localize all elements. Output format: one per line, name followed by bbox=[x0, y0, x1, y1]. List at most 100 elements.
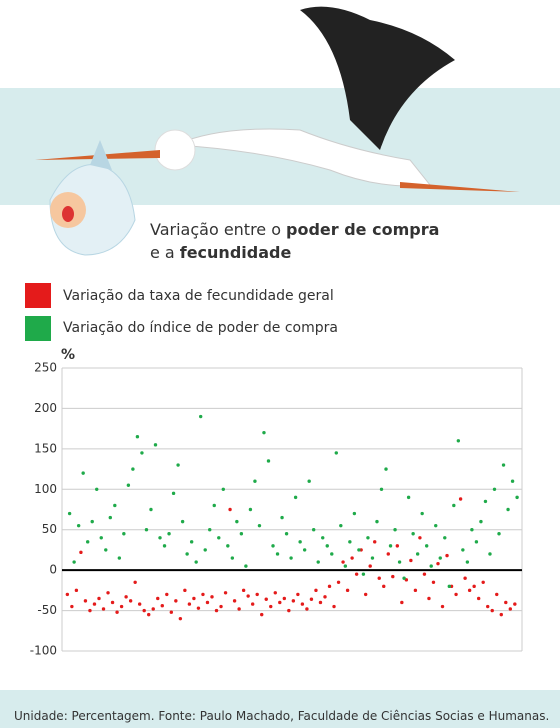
point bbox=[185, 552, 189, 556]
point bbox=[418, 536, 422, 540]
point bbox=[314, 588, 318, 593]
y-tick-label: -100 bbox=[30, 644, 57, 658]
point bbox=[443, 536, 447, 540]
point bbox=[415, 552, 420, 556]
point bbox=[440, 604, 445, 609]
point bbox=[106, 591, 110, 595]
point bbox=[508, 607, 513, 611]
point bbox=[237, 607, 241, 611]
y-tick-label: 200 bbox=[34, 401, 57, 415]
point bbox=[158, 536, 162, 540]
point bbox=[429, 564, 433, 568]
point bbox=[176, 463, 180, 467]
y-tick-label: 150 bbox=[34, 441, 57, 455]
point bbox=[488, 552, 492, 556]
point bbox=[217, 536, 221, 540]
point bbox=[85, 540, 90, 544]
point bbox=[361, 572, 366, 576]
point bbox=[300, 602, 305, 606]
point bbox=[506, 507, 510, 512]
point bbox=[311, 528, 316, 532]
point bbox=[92, 602, 97, 606]
point bbox=[223, 591, 228, 595]
point bbox=[144, 528, 149, 532]
point bbox=[228, 507, 232, 512]
point bbox=[341, 560, 345, 564]
point bbox=[330, 552, 334, 556]
y-tick-label: 0 bbox=[49, 563, 57, 577]
point bbox=[293, 495, 298, 500]
point bbox=[194, 560, 198, 564]
title-text: e a bbox=[150, 243, 175, 262]
chart: % -100 -50 0 50 100 150 200 250 bbox=[30, 347, 523, 658]
point bbox=[420, 511, 424, 516]
point bbox=[486, 604, 490, 609]
point bbox=[203, 548, 207, 552]
point bbox=[264, 597, 268, 601]
point bbox=[142, 608, 146, 613]
point bbox=[192, 596, 196, 601]
point bbox=[476, 596, 481, 601]
point bbox=[463, 576, 467, 580]
point bbox=[131, 467, 135, 471]
point bbox=[409, 558, 413, 563]
point bbox=[366, 536, 370, 540]
point bbox=[214, 608, 219, 613]
point bbox=[343, 564, 348, 568]
point bbox=[393, 528, 397, 532]
point bbox=[424, 544, 429, 548]
point bbox=[397, 560, 402, 564]
point bbox=[81, 471, 85, 475]
point bbox=[266, 459, 271, 463]
y-tick-label: -50 bbox=[37, 603, 57, 617]
point bbox=[67, 511, 72, 516]
point bbox=[162, 544, 167, 548]
point bbox=[445, 553, 449, 558]
point bbox=[147, 612, 151, 617]
title-text: Variação entre o bbox=[150, 220, 282, 239]
point bbox=[388, 544, 393, 548]
point bbox=[117, 556, 122, 560]
point bbox=[104, 548, 108, 552]
point bbox=[70, 604, 74, 609]
legend-label: Variação do índice de poder de compra bbox=[63, 320, 338, 336]
point bbox=[284, 532, 289, 536]
point bbox=[151, 607, 155, 611]
point bbox=[400, 600, 404, 605]
point bbox=[90, 519, 94, 524]
point bbox=[370, 556, 375, 560]
point bbox=[495, 592, 499, 597]
point bbox=[316, 560, 320, 564]
title-bold: poder de compra bbox=[286, 220, 440, 239]
point bbox=[302, 548, 307, 552]
point bbox=[244, 564, 248, 568]
point bbox=[235, 519, 239, 524]
point bbox=[436, 561, 440, 566]
y-axis-label: % bbox=[61, 347, 75, 363]
point bbox=[474, 540, 479, 544]
point bbox=[178, 616, 183, 621]
point bbox=[180, 519, 185, 524]
point bbox=[113, 503, 117, 508]
point bbox=[470, 528, 474, 532]
point bbox=[363, 592, 368, 597]
point bbox=[248, 507, 253, 512]
point bbox=[431, 580, 436, 584]
point bbox=[411, 532, 415, 536]
point bbox=[386, 552, 390, 556]
point bbox=[321, 536, 325, 540]
point bbox=[83, 599, 88, 603]
point bbox=[309, 597, 314, 601]
point bbox=[126, 483, 131, 487]
stork-illustration bbox=[35, 6, 520, 256]
y-tick-label: 100 bbox=[34, 482, 57, 496]
point bbox=[241, 588, 246, 593]
point bbox=[497, 532, 501, 536]
point bbox=[318, 600, 323, 605]
point bbox=[422, 572, 427, 576]
point bbox=[128, 599, 133, 603]
point bbox=[232, 599, 237, 603]
point bbox=[169, 610, 174, 614]
point bbox=[296, 592, 300, 597]
point bbox=[467, 588, 472, 593]
